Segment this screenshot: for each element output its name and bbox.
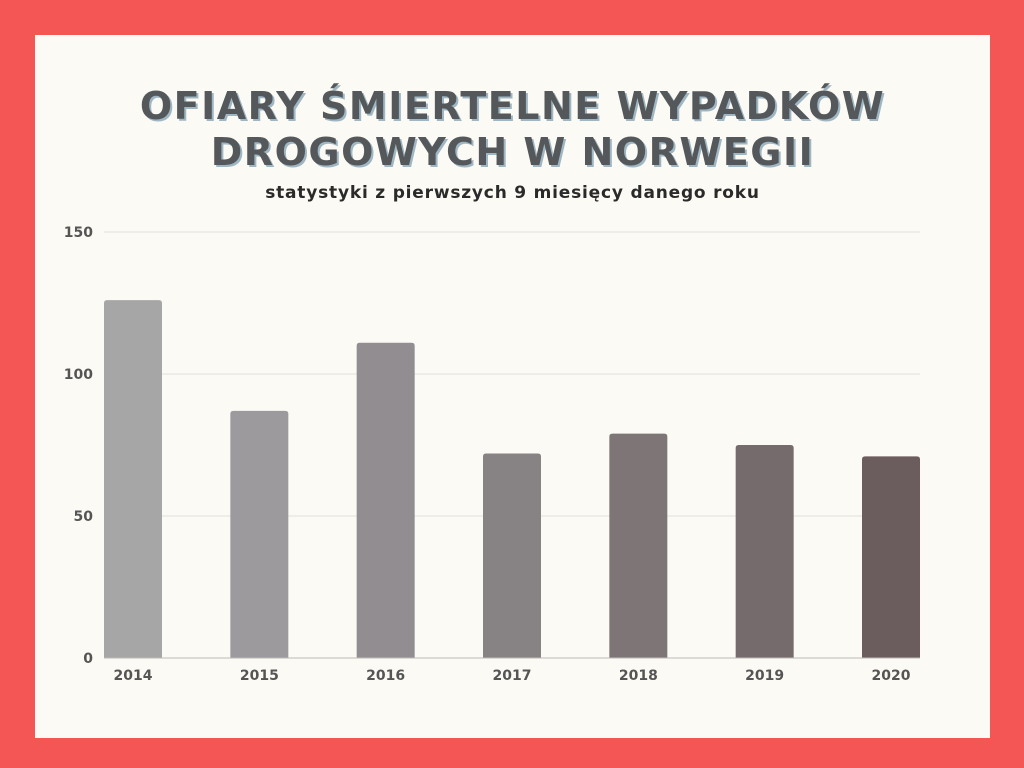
bar-2019 xyxy=(735,445,794,658)
bar-2020 xyxy=(862,456,920,658)
chart-subtitle: statystyki z pierwszych 9 miesięcy daneg… xyxy=(265,183,760,203)
chart-title-line-2: DROGOWYCH W NORWEGII xyxy=(210,130,815,174)
y-tick-label-50: 50 xyxy=(74,509,94,525)
x-tick-label-2014: 2014 xyxy=(114,668,153,684)
y-tick-label-150: 150 xyxy=(64,225,93,241)
x-tick-label-2016: 2016 xyxy=(366,668,405,684)
y-tick-label-100: 100 xyxy=(64,367,93,383)
x-tick-label-2019: 2019 xyxy=(745,668,784,684)
x-tick-label-2020: 2020 xyxy=(872,668,911,684)
chart-title-line-1: OFIARY ŚMIERTELNE WYPADKÓW xyxy=(139,84,886,128)
x-tick-label-2018: 2018 xyxy=(619,668,658,684)
chart-title: OFIARY ŚMIERTELNE WYPADKÓW DROGOWYCH W N… xyxy=(35,83,990,175)
y-tick-label-0: 0 xyxy=(83,651,93,667)
bar-2014 xyxy=(104,300,162,658)
x-tick-label-2017: 2017 xyxy=(493,668,532,684)
x-tick-label-2015: 2015 xyxy=(240,668,279,684)
bar-2017 xyxy=(483,453,541,658)
bar-2016 xyxy=(356,342,415,658)
bar-2018 xyxy=(609,433,668,658)
bar-2015 xyxy=(230,410,289,658)
